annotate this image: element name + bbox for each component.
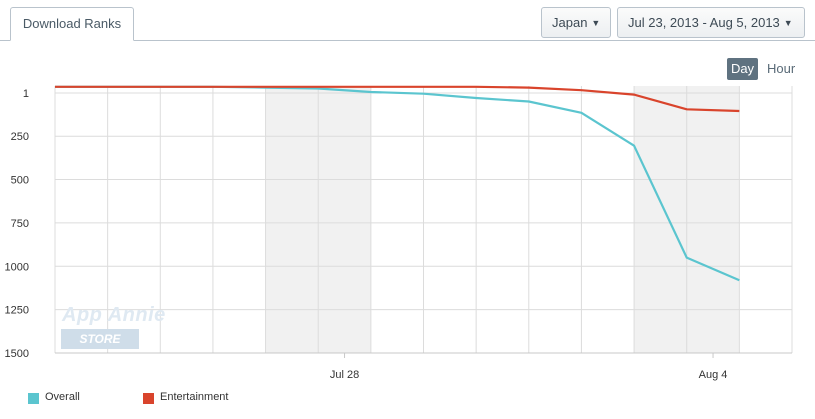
country-dropdown-label: Japan <box>552 15 588 30</box>
x-tick-label: Jul 28 <box>330 369 359 381</box>
y-tick-label: 1 <box>23 88 29 100</box>
country-dropdown[interactable]: Japan ▼ <box>541 7 611 38</box>
series-line-entertainment <box>55 85 740 113</box>
watermark-badge: STORE STATS <box>61 329 139 366</box>
legend-label-overall[interactable]: Overall <box>45 391 80 403</box>
y-tick-label: 1000 <box>5 261 29 273</box>
y-tick-label: 750 <box>11 218 29 230</box>
caret-down-icon: ▼ <box>591 18 601 28</box>
y-tick-label: 500 <box>11 175 29 187</box>
legend-swatch-entertainment <box>143 393 154 404</box>
granularity-hour-button[interactable]: Hour <box>767 61 796 76</box>
legend-label-entertainment[interactable]: Entertainment <box>160 391 229 403</box>
legend-swatch-overall <box>28 393 39 404</box>
date-range-dropdown[interactable]: Jul 23, 2013 - Aug 5, 2013 ▼ <box>617 7 805 38</box>
caret-down-icon: ▼ <box>783 18 793 28</box>
date-range-label: Jul 23, 2013 - Aug 5, 2013 <box>628 15 780 30</box>
x-tick-label: Aug 4 <box>699 369 728 381</box>
watermark-logo: App Annie <box>62 304 166 326</box>
y-tick-label: 1500 <box>5 348 29 360</box>
granularity-day-button[interactable]: Day <box>727 58 758 80</box>
y-tick-label: 1250 <box>5 305 29 317</box>
tab-download-ranks[interactable]: Download Ranks <box>10 7 134 41</box>
tab-bar: Download Ranks <box>0 0 815 41</box>
y-tick-label: 250 <box>11 131 29 143</box>
